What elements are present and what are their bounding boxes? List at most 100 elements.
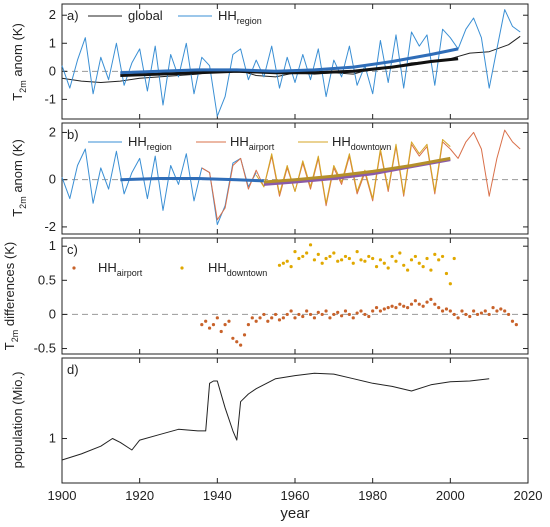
data-point [425,300,429,304]
data-point [316,252,320,256]
legend-c-downtown-label: HHdowntown [208,260,267,278]
data-point [328,316,332,320]
data-point [351,316,355,320]
y-tick-label: 2 [49,124,56,139]
data-point [336,259,340,263]
series-line [120,47,459,75]
data-point [277,263,282,267]
data-point [242,333,247,337]
data-point [398,251,402,255]
data-point [293,316,297,320]
legend-b-downtown-label: HHdowntown [332,134,391,152]
data-point [312,316,317,320]
data-point [250,316,254,320]
data-point [235,340,239,344]
data-point [324,309,328,313]
data-point [219,329,223,334]
data-point [440,254,445,259]
x-tick-label: 1900 [48,488,77,503]
data-point [479,311,483,315]
legend-c-downtown-swatch [180,266,184,270]
data-point [320,312,324,317]
panel-a-tag: a) [67,8,79,23]
y-tick-label: 0 [49,63,56,78]
data-point [382,307,386,311]
data-point [491,306,495,310]
data-point [289,265,293,269]
data-point [452,312,456,317]
data-point [371,256,375,261]
series-line [201,129,521,221]
data-point [285,259,289,263]
data-point [440,309,445,313]
y-tick-label: 0 [49,172,56,187]
data-point [421,304,425,308]
data-point [281,316,285,320]
data-point [510,319,515,323]
data-point [340,258,344,262]
data-point [343,254,348,259]
data-point [336,310,340,314]
data-point [398,302,402,306]
panel-b-tag: b) [67,127,79,142]
data-point [281,261,285,265]
data-point [246,323,250,327]
data-point [308,312,313,317]
panel-a-ylabel: T2m anom (K) [10,23,28,101]
y-tick-label: -0.5 [34,341,56,356]
y-tick-label: 0.5 [38,272,56,287]
data-point [417,302,421,306]
data-point [421,265,425,269]
data-point [297,312,301,317]
data-point [452,256,456,261]
legend-c-airport-swatch [72,266,76,270]
data-point [402,263,406,267]
data-point [437,306,441,310]
data-point [363,312,367,317]
data-point [231,336,235,340]
data-point [378,258,383,262]
data-point [386,306,390,310]
data-point [316,310,320,314]
series-line [120,57,459,77]
data-point [483,309,487,313]
data-point [285,312,289,317]
data-point [355,311,359,315]
data-point [409,302,414,306]
data-point [448,309,452,313]
legend-c-airport-label: HHairport [98,260,143,278]
data-point [390,254,394,259]
data-point [355,250,359,254]
x-tick-label: 1920 [125,488,154,503]
data-point [394,259,398,263]
data-point [258,316,262,320]
x-tick-label: 1940 [203,488,232,503]
data-point [460,309,464,313]
data-point [499,307,503,311]
data-point [207,326,212,330]
data-point [312,258,317,262]
data-point [406,306,410,310]
data-point [406,268,410,272]
legend-b-airport-label: HHairport [230,134,275,152]
data-point [374,265,379,269]
data-point [347,256,351,261]
data-point [301,314,305,319]
x-tick-label: 2000 [436,488,465,503]
x-tick-label: 2020 [514,488,543,503]
data-point [273,312,278,317]
data-point [320,261,324,265]
data-point [359,258,363,262]
data-point [347,312,351,317]
data-point [332,251,336,255]
data-point [506,312,511,317]
data-point [390,304,394,308]
data-point [444,307,449,311]
x-tick-label: 1960 [281,488,310,503]
legend-a-hhregion-label: HHregion [218,8,262,26]
panel-d-frame [61,357,529,484]
data-point [378,309,383,313]
series-line [120,177,264,183]
panel-c-ylabel: T2m differences (K) [2,242,20,350]
data-point [308,243,313,247]
